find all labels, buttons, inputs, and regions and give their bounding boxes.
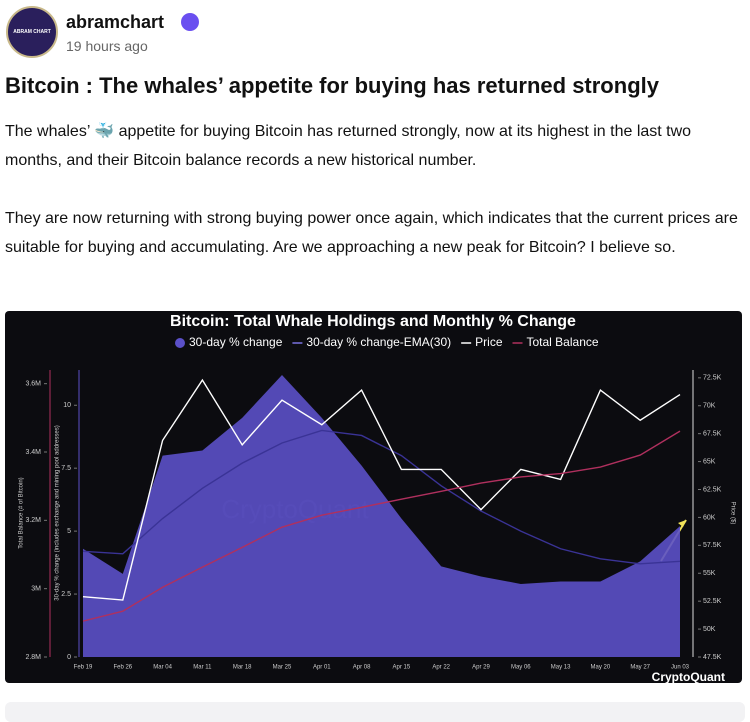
x-tick-label: Apr 29	[472, 665, 490, 671]
tick-label: 57.5K	[703, 542, 722, 549]
x-tick-label: Mar 04	[153, 665, 172, 671]
tick-label: 3M	[31, 586, 41, 593]
tick-label: 65K	[703, 458, 716, 465]
tick-label: 5	[67, 528, 71, 535]
tick-label: 60K	[703, 514, 716, 521]
x-tick-label: Mar 11	[193, 665, 212, 671]
axis-label: Total Balance (# of Bitcoin)	[19, 477, 25, 548]
tick-label: 3.2M	[25, 517, 41, 524]
x-tick-label: May 06	[511, 665, 531, 671]
tick-label: 52.5K	[703, 598, 722, 605]
x-tick-label: Apr 22	[432, 665, 450, 671]
tick-label: 3.4M	[25, 449, 41, 456]
area	[83, 375, 680, 657]
tick-label: 3.6M	[25, 381, 41, 388]
comment-bar[interactable]	[5, 702, 745, 722]
x-tick-label: Mar 25	[273, 665, 292, 671]
x-tick-label: May 27	[630, 665, 650, 671]
tick-label: 72.5K	[703, 375, 722, 382]
avatar[interactable]: ABRAM CHART	[6, 6, 58, 58]
tick-label: 2.8M	[25, 654, 41, 661]
chart-title: Bitcoin: Total Whale Holdings and Monthl…	[170, 313, 576, 330]
tick-label: 70K	[703, 403, 716, 410]
tick-label: 0	[67, 654, 71, 661]
x-tick-label: May 13	[551, 665, 571, 671]
legend-label: 30-day % change-EMA(30)	[306, 335, 451, 349]
x-tick-label: Mar 18	[233, 665, 252, 671]
x-tick-label: Apr 15	[393, 665, 411, 671]
verified-badge	[181, 13, 199, 31]
chart: CryptoQuant Bitcoin: Total Whale Holding…	[5, 311, 742, 683]
x-tick-label: May 20	[591, 665, 611, 671]
arrow-head	[678, 520, 686, 527]
tick-label: 55K	[703, 570, 716, 577]
tick-label: 67.5K	[703, 430, 722, 437]
axis-label: Price ($)	[729, 502, 735, 525]
x-tick-label: Feb 19	[74, 665, 93, 671]
paragraph: The whales’ 🐳 appetite for buying Bitcoi…	[5, 123, 692, 169]
line	[82, 430, 681, 622]
tick-label: 50K	[703, 626, 716, 633]
legend-swatch	[175, 338, 185, 348]
legend-label: 30-day % change	[189, 335, 283, 349]
tick-label: 10	[63, 402, 71, 409]
timestamp: 19 hours ago	[66, 38, 148, 54]
legend-label: Price	[475, 335, 503, 349]
paragraph: They are now returning with strong buyin…	[5, 210, 738, 256]
x-tick-label: Apr 01	[313, 665, 331, 671]
tick-label: 47.5K	[703, 654, 722, 661]
post-title: Bitcoin : The whales’ appetite for buyin…	[5, 73, 659, 98]
axis-label: 30-day % change (includes exchange and m…	[55, 425, 61, 600]
tick-label: 7.5	[61, 465, 71, 472]
line	[82, 378, 681, 601]
line	[82, 429, 681, 565]
legend-label: Total Balance	[527, 335, 599, 349]
tick-label: 62.5K	[703, 486, 722, 493]
source: CryptoQuant	[652, 670, 725, 683]
x-tick-label: Jun 03	[671, 665, 690, 671]
x-tick-label: Apr 08	[353, 665, 371, 671]
tick-label: 2.5	[61, 591, 71, 598]
author[interactable]: abramchart	[66, 12, 165, 32]
x-tick-label: Feb 26	[113, 665, 132, 671]
